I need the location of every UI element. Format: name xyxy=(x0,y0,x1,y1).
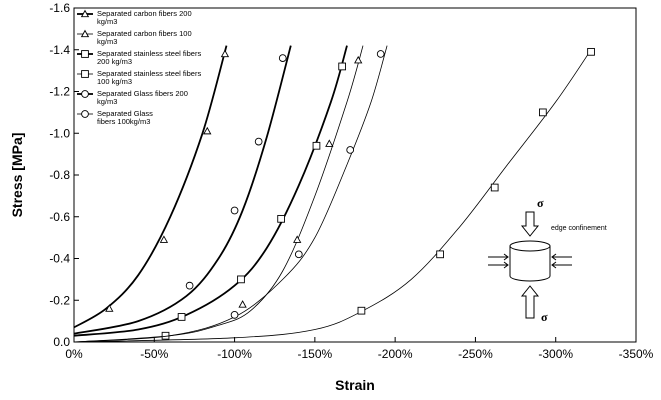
inset-sigma-top: σ xyxy=(537,196,544,210)
x-tick-label: -150% xyxy=(298,347,333,361)
series-point-square xyxy=(539,108,547,117)
series-4 xyxy=(73,47,595,343)
series-point-square xyxy=(587,47,595,56)
series-point-circle xyxy=(230,311,239,319)
inset-caption: edge confinement xyxy=(551,225,607,232)
series-point-circle xyxy=(278,54,287,62)
series-line xyxy=(73,45,292,335)
x-tick-label: -100% xyxy=(217,347,252,361)
series-point-square xyxy=(436,250,444,259)
load-arrow-bottom-icon xyxy=(520,285,540,319)
y-tick-label: -0.2 xyxy=(49,293,70,307)
legend-entry-5: Separated Glass fibers 200 kg/m3 xyxy=(97,89,188,106)
y-tick-label: -1.6 xyxy=(49,1,70,15)
series-point-triangle xyxy=(325,139,334,147)
series-point-circle xyxy=(230,206,239,215)
legend: Separated carbon fibers 200 kg/m3 Separate… xyxy=(77,9,201,126)
inset-sigma-bottom: σ xyxy=(541,310,548,324)
series-point-triangle xyxy=(220,49,230,58)
legend-marker-circle xyxy=(81,90,89,98)
series-point-circle xyxy=(376,50,385,58)
x-tick-label: -200% xyxy=(378,347,413,361)
series-point-triangle xyxy=(105,304,114,312)
series-point-square xyxy=(357,306,366,315)
y-tick-label: -0.6 xyxy=(49,210,70,224)
x-axis-ticks: 0% -50% -100% -150% -200% -250% -300% -350% xyxy=(65,337,654,361)
y-tick-label: 0.0 xyxy=(53,335,70,349)
legend-marker-triangle xyxy=(80,29,90,38)
x-axis-label: Strain xyxy=(335,377,375,393)
legend-entry-6: Separated Glass fibers 100kg/m3 xyxy=(97,109,153,126)
series-layer xyxy=(73,45,595,343)
series-1 xyxy=(73,45,230,329)
plot-frame xyxy=(73,7,637,343)
series-point-circle xyxy=(346,146,355,154)
series-point-circle xyxy=(294,250,303,259)
series-point-triangle xyxy=(354,55,363,64)
y-tick-label: -1.0 xyxy=(49,126,70,140)
series-point-square xyxy=(237,275,245,284)
series-6 xyxy=(73,45,388,343)
series-3 xyxy=(73,45,348,337)
series-point-triangle xyxy=(159,235,169,243)
series-point-square xyxy=(277,214,285,223)
specimen-cylinder-icon xyxy=(509,240,551,282)
series-point-triangle xyxy=(203,126,212,135)
legend-entry-2: Separated carbon fibers 100 kg/m3 xyxy=(97,29,192,46)
x-tick-label: -250% xyxy=(458,347,493,361)
load-arrow-top-icon xyxy=(520,211,540,237)
series-point-triangle xyxy=(293,235,302,243)
series-5 xyxy=(73,45,292,335)
inset-diagram: σ edge confinement σ xyxy=(488,196,607,324)
x-tick-label: -50% xyxy=(140,347,168,361)
series-point-triangle xyxy=(238,300,247,308)
y-axis-label: Stress [MPa] xyxy=(9,133,25,218)
legend-marker-triangle xyxy=(80,9,90,18)
confinement-arrows-left-icon xyxy=(488,253,509,269)
x-tick-label: 0% xyxy=(65,347,83,361)
legend-marker-square xyxy=(81,70,89,78)
series-line xyxy=(73,49,592,343)
series-point-square xyxy=(312,141,321,150)
series-point-square xyxy=(338,62,347,71)
confinement-arrows-right-icon xyxy=(551,253,572,269)
legend-entry-4: Separated stainless steel fibers 100 kg/m… xyxy=(97,69,201,86)
x-tick-label: -300% xyxy=(538,347,573,361)
series-line xyxy=(73,45,388,343)
x-tick-label: -350% xyxy=(619,347,654,361)
series-point-circle xyxy=(254,137,263,146)
series-line xyxy=(73,45,348,337)
legend-marker-circle xyxy=(81,110,89,118)
series-point-square xyxy=(490,183,499,192)
y-axis-ticks: 0.0 -0.2 -0.4 -0.6 -0.8 -1.0 -1.2 -1.4 -1.6 xyxy=(49,1,79,349)
series-line xyxy=(73,45,228,329)
series-point-square xyxy=(177,313,186,321)
legend-entry-3: Separated stainless steel fibers 200 kg/m… xyxy=(97,49,201,66)
y-tick-label: -0.4 xyxy=(49,252,70,266)
legend-marker-square xyxy=(81,50,89,58)
series-point-circle xyxy=(185,281,194,290)
y-tick-label: -1.2 xyxy=(49,85,70,99)
legend-entry-1: Separated carbon fibers 200 kg/m3 xyxy=(97,9,192,26)
y-tick-label: -1.4 xyxy=(49,43,70,57)
y-tick-label: -0.8 xyxy=(49,168,70,182)
